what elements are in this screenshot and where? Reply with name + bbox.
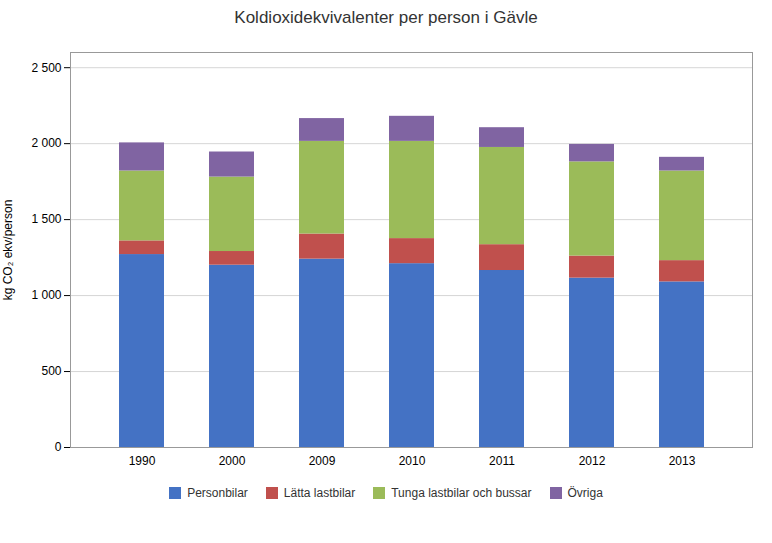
svg-text:2013: 2013 bbox=[669, 454, 696, 468]
svg-text:2000: 2000 bbox=[219, 454, 246, 468]
svg-text:2011: 2011 bbox=[489, 454, 515, 468]
svg-text:2012: 2012 bbox=[579, 454, 606, 468]
svg-text:1 000: 1 000 bbox=[31, 288, 61, 302]
svg-text:0: 0 bbox=[55, 440, 62, 454]
svg-text:500: 500 bbox=[41, 364, 61, 378]
html-text:Övriga: Övriga bbox=[567, 486, 603, 500]
svg-text:kg CO₂ ekv/person: kg CO₂ ekv/person bbox=[1, 200, 15, 301]
svg-text:2009: 2009 bbox=[309, 454, 336, 468]
html-text:Koldioxidekvivalenter per pers: Koldioxidekvivalenter per person i Gävle bbox=[234, 8, 538, 27]
svg-text:1990: 1990 bbox=[129, 454, 156, 468]
html-text:Tunga lastbilar och bussar: Tunga lastbilar och bussar bbox=[391, 486, 532, 500]
svg-text:2 500: 2 500 bbox=[31, 61, 61, 75]
html-text:Personbilar: Personbilar bbox=[187, 486, 248, 500]
svg-text:1 500: 1 500 bbox=[31, 212, 61, 226]
svg-text:2 000: 2 000 bbox=[31, 136, 61, 150]
html-text:Lätta lastbilar: Lätta lastbilar bbox=[283, 486, 356, 500]
svg-text:2010: 2010 bbox=[399, 454, 426, 468]
